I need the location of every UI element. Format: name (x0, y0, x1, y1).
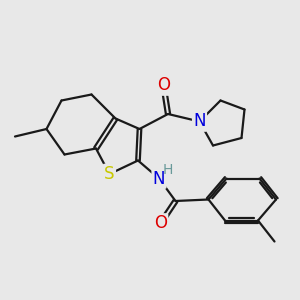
Text: O: O (157, 76, 170, 94)
Text: O: O (154, 214, 167, 232)
Text: H: H (162, 163, 172, 177)
Text: S: S (104, 165, 115, 183)
Text: N: N (153, 169, 165, 188)
Text: N: N (193, 112, 206, 130)
